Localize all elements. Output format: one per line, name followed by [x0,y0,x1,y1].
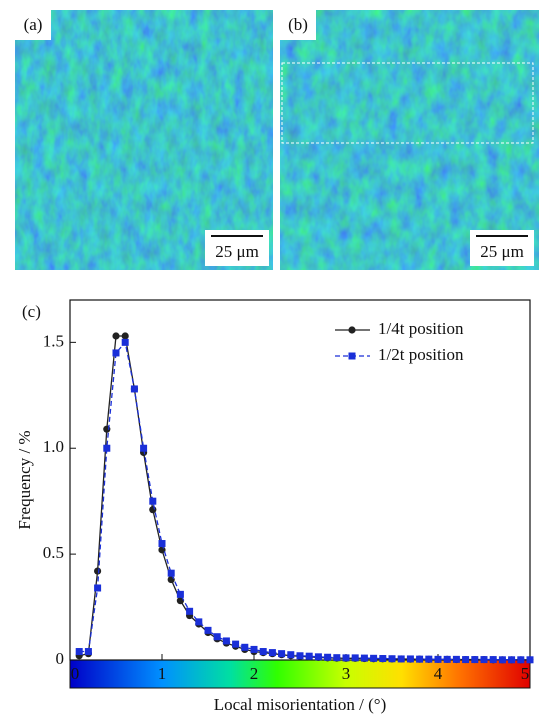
x-tick-label: 5 [521,664,530,683]
data-point [397,655,405,663]
data-point [480,656,488,664]
data-point [121,338,129,346]
data-point [268,649,276,657]
micrograph-image [15,10,273,270]
data-point [112,349,120,357]
data-point [149,506,157,514]
region-box [281,62,534,144]
data-point [508,656,516,664]
scale-label: 25 μm [480,242,524,261]
panel-label: (c) [22,302,41,321]
x-tick-label: 0 [71,664,80,683]
data-point [471,656,479,664]
micrograph-b: (b) 25 μm [280,10,539,270]
data-point [416,655,424,663]
panel-label: (b) [288,15,308,34]
data-point [287,651,295,659]
x-axis-label: Local misorientation / (°) [214,695,387,714]
data-point [296,652,304,660]
y-tick-label: 0 [56,649,65,668]
data-point [388,655,396,663]
label-box [15,10,51,40]
data-point [75,648,83,656]
data-point [103,444,111,452]
y-tick-label: 0.5 [43,543,64,562]
data-point [195,618,203,626]
legend-label: 1/4t position [378,319,464,338]
data-point [526,656,534,664]
y-tick-label: 1.0 [43,437,64,456]
panel-label: (a) [24,15,43,34]
series-line [79,335,530,661]
data-point [498,656,506,664]
data-point [167,569,175,577]
data-point [443,655,451,663]
data-point [250,645,258,653]
series-line [79,340,530,661]
x-tick-label: 4 [434,664,443,683]
x-tick-label: 2 [250,664,259,683]
data-point [406,655,414,663]
data-point [167,575,175,584]
data-point [140,444,148,452]
data-point [112,332,120,340]
data-point [462,656,470,664]
data-point [360,654,368,662]
data-point [259,648,267,656]
y-axis-label: Frequency / % [15,430,34,529]
data-point [158,540,166,548]
data-point [517,656,525,664]
data-point [434,655,442,663]
data-point [204,626,212,634]
data-point [94,567,102,575]
scale-label: 25 μm [215,242,259,261]
legend-label: 1/2t position [378,345,464,364]
micrograph-image [280,10,539,270]
x-tick-label: 3 [342,664,351,683]
x-tick-label: 1 [158,664,167,683]
data-point [232,640,240,648]
data-point [241,643,249,651]
data-point [84,648,92,656]
data-point [94,584,102,592]
data-point [379,655,387,663]
data-point [452,655,460,663]
data-point [222,637,230,645]
data-point [186,607,194,615]
data-point [324,653,332,661]
data-point [425,655,433,663]
data-point [351,654,359,662]
data-point [121,332,129,340]
colorbar [69,659,531,689]
data-point [314,653,322,661]
micrograph-a: (a) 25 μm [15,10,273,270]
data-point [333,654,341,662]
data-point [342,654,350,662]
data-point [176,590,184,598]
data-point [489,656,497,664]
data-point [370,654,378,662]
y-tick-label: 1.5 [43,331,64,350]
plot-frame [69,299,531,661]
data-point [213,633,221,641]
data-point [130,385,138,393]
label-box [280,10,316,40]
data-point [305,652,313,660]
legend-marker [348,352,356,360]
data-point [149,497,157,505]
legend-marker [348,326,356,334]
data-point [278,650,286,658]
